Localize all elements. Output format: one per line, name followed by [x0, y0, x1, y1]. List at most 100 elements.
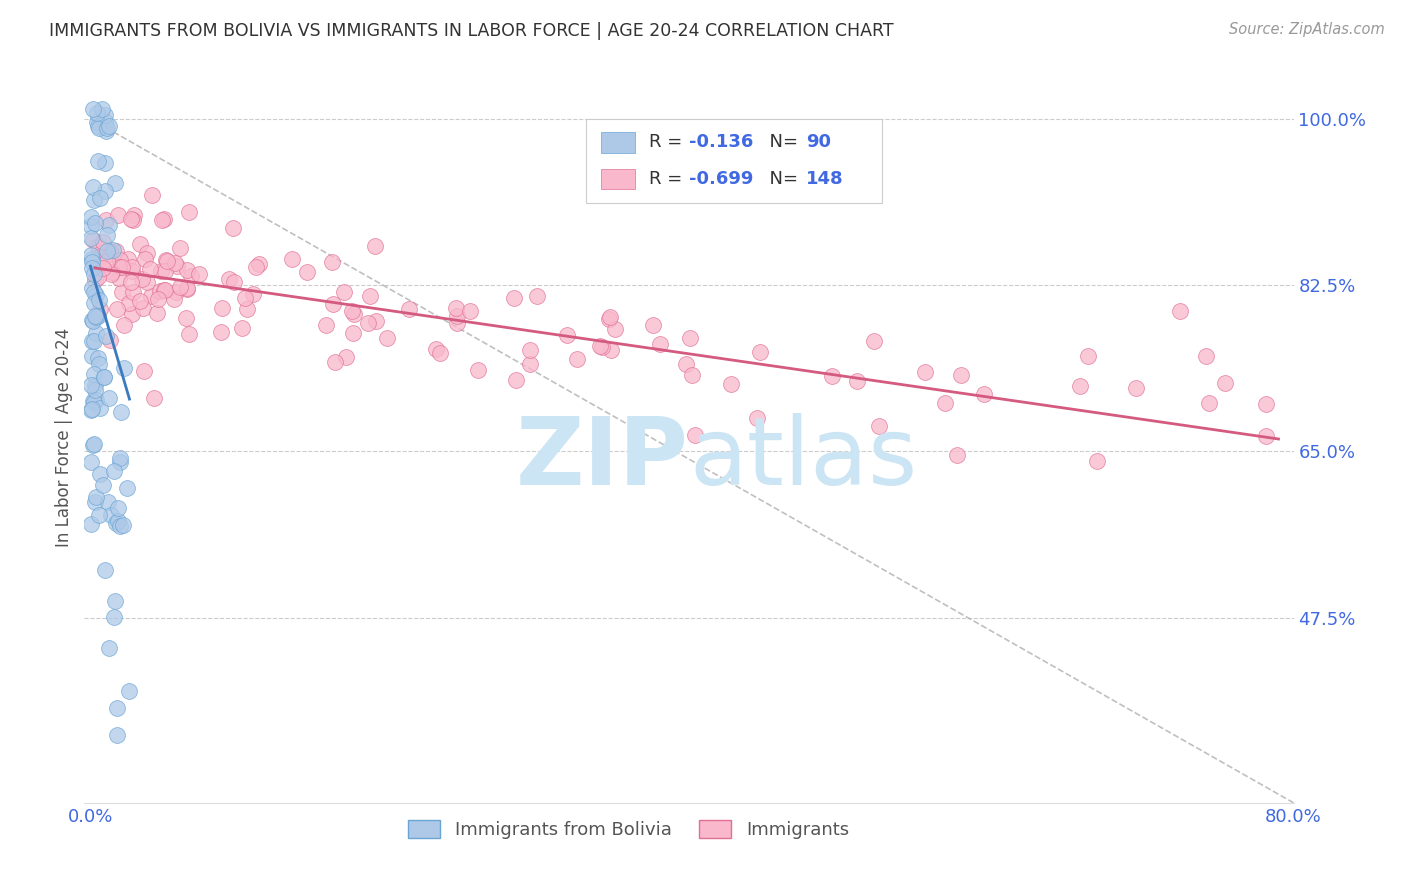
- Point: [321, 254, 343, 268]
- Point: [150, 264, 173, 278]
- Point: [84, 310, 107, 325]
- Point: [600, 343, 623, 358]
- Point: [153, 211, 176, 226]
- Point: [281, 252, 304, 266]
- Text: Source: ZipAtlas.com: Source: ZipAtlas.com: [1229, 22, 1385, 37]
- Point: [82, 281, 104, 295]
- Text: ZIP: ZIP: [516, 413, 689, 505]
- Point: [108, 260, 131, 275]
- Point: [1213, 376, 1236, 391]
- Point: [115, 481, 138, 495]
- Point: [94, 248, 117, 262]
- Point: [131, 272, 153, 286]
- Point: [107, 514, 129, 528]
- Point: [84, 288, 107, 302]
- Point: [122, 285, 145, 300]
- Point: [315, 318, 337, 333]
- Point: [519, 357, 541, 371]
- Point: [80, 402, 103, 417]
- Point: [745, 410, 768, 425]
- Point: [97, 218, 120, 232]
- Point: [118, 683, 141, 698]
- Point: [83, 295, 105, 310]
- Point: [211, 301, 233, 316]
- Point: [80, 402, 103, 417]
- Point: [108, 252, 131, 267]
- Point: [84, 326, 107, 340]
- Point: [96, 124, 118, 138]
- Point: [242, 286, 264, 301]
- Point: [82, 233, 104, 247]
- Point: [86, 239, 108, 253]
- Point: [80, 313, 103, 327]
- Point: [112, 518, 135, 533]
- Point: [502, 292, 524, 306]
- Point: [641, 318, 664, 332]
- Legend: Immigrants from Bolivia, Immigrants: Immigrants from Bolivia, Immigrants: [401, 813, 856, 847]
- Text: atlas: atlas: [689, 413, 917, 505]
- Text: R =: R =: [650, 133, 688, 152]
- Point: [89, 121, 111, 136]
- Point: [467, 362, 489, 376]
- Point: [650, 336, 672, 351]
- Point: [83, 367, 105, 381]
- Point: [364, 239, 387, 253]
- Point: [156, 253, 179, 268]
- Point: [91, 261, 114, 276]
- Point: [683, 428, 706, 442]
- Point: [96, 244, 118, 258]
- Point: [165, 285, 187, 299]
- Point: [821, 369, 844, 384]
- Point: [97, 495, 120, 509]
- Point: [80, 517, 103, 532]
- Point: [120, 211, 142, 226]
- Point: [591, 340, 613, 354]
- Point: [153, 283, 176, 297]
- Point: [129, 294, 152, 309]
- Point: [519, 343, 541, 358]
- Point: [209, 325, 232, 339]
- Point: [80, 219, 103, 233]
- Point: [83, 495, 105, 509]
- Text: N=: N=: [758, 133, 804, 152]
- Point: [103, 610, 125, 624]
- Point: [82, 179, 104, 194]
- Point: [111, 260, 134, 274]
- Point: [177, 204, 200, 219]
- Point: [136, 246, 159, 260]
- Point: [80, 334, 103, 349]
- Point: [86, 106, 108, 120]
- Point: [505, 373, 527, 387]
- Point: [94, 155, 117, 169]
- Point: [89, 191, 111, 205]
- Point: [236, 302, 259, 317]
- Point: [136, 276, 159, 290]
- Point: [359, 289, 381, 303]
- Point: [98, 244, 121, 258]
- Point: [107, 208, 129, 222]
- Point: [97, 119, 120, 133]
- Point: [357, 316, 380, 330]
- Point: [108, 455, 131, 469]
- Point: [233, 291, 256, 305]
- Point: [599, 310, 621, 324]
- Text: R =: R =: [650, 169, 688, 188]
- Point: [340, 304, 363, 318]
- Point: [1085, 454, 1108, 468]
- Point: [104, 516, 127, 530]
- Point: [98, 333, 121, 347]
- Point: [342, 326, 364, 340]
- Point: [150, 213, 173, 227]
- Point: [83, 193, 105, 207]
- Point: [526, 289, 548, 303]
- Point: [1069, 379, 1091, 393]
- Point: [132, 364, 155, 378]
- Point: [176, 263, 198, 277]
- Point: [169, 280, 191, 294]
- Point: [107, 500, 129, 515]
- Point: [87, 270, 110, 285]
- Point: [105, 700, 128, 714]
- Point: [1195, 349, 1218, 363]
- Point: [1256, 428, 1278, 442]
- Point: [96, 227, 118, 242]
